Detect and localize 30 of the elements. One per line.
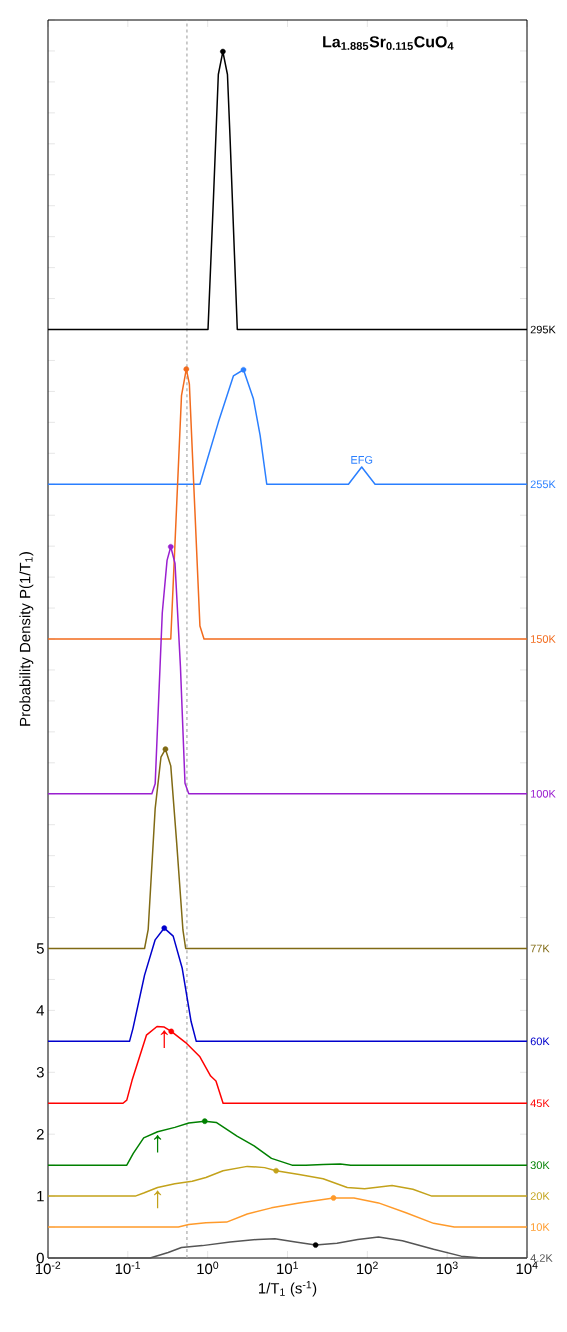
series-label: 255K xyxy=(530,480,556,489)
x-tick-label: 10$^{0}$ xyxy=(197,1261,219,1275)
series-label: 30K xyxy=(530,1161,550,1170)
series-label: 100K xyxy=(531,789,556,798)
y-tick-label: 0 xyxy=(36,1252,44,1264)
x-tick-label: 10$^{4}$ xyxy=(516,1261,538,1275)
annotation: ↑ xyxy=(154,1190,162,1209)
series-label: 150K xyxy=(531,635,556,643)
series-label: 60K xyxy=(530,1037,550,1046)
x-tick-label: 10$^{-1}$ xyxy=(115,1261,141,1275)
annotation: ↑ xyxy=(154,1134,162,1153)
x-tick-label: 10$^{1}$ xyxy=(277,1261,298,1275)
x-tick-label: 10$^{2}$ xyxy=(357,1261,378,1275)
annotation: EFG xyxy=(351,455,373,464)
y-tick-label: 1 xyxy=(37,1190,44,1202)
annotation: ↑ xyxy=(160,1030,168,1048)
series-label: 45K xyxy=(530,1099,550,1108)
x-tick-label: 10$^{3}$ xyxy=(436,1261,458,1275)
series-label: 77K xyxy=(530,944,550,953)
y-tick-label: 3 xyxy=(36,1067,44,1078)
x-axis-title: 1/T$_{1}$ (s$^{-1}$) xyxy=(259,1281,317,1297)
series-label: 10K xyxy=(531,1223,550,1231)
text: La$_{1.885}$Sr$_{0.115}$CuO$_{4}$ xyxy=(323,36,454,50)
series-label: 20K xyxy=(530,1192,550,1200)
y-tick-label: 5 xyxy=(36,943,44,954)
y-tick-label: 2 xyxy=(36,1128,44,1140)
y-tick-label: 4 xyxy=(36,1005,45,1016)
y-axis-title: Probability Density P(1/T$_{1}$) xyxy=(19,552,34,726)
series-label: 4.2K xyxy=(530,1254,553,1262)
series-label: 295K xyxy=(530,325,556,334)
